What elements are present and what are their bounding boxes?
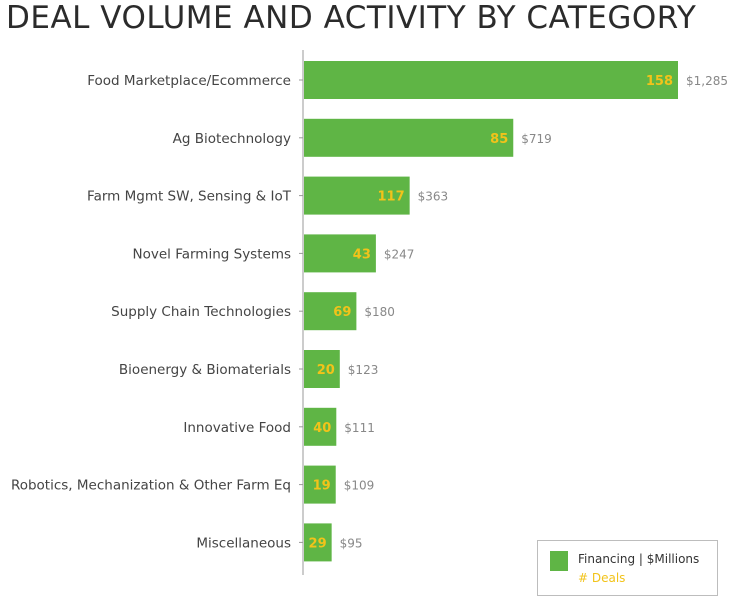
financing-bar [304, 407, 337, 446]
category-label: Supply Chain Technologies [111, 304, 291, 320]
financing-label: $109 [344, 479, 375, 493]
deals-label: 69 [333, 305, 351, 320]
deals-label: 117 [378, 190, 405, 205]
category-label: Food Marketplace/Ecommerce [87, 73, 291, 89]
deals-label: 29 [309, 536, 327, 551]
financing-bar [304, 350, 340, 388]
financing-bar [304, 176, 410, 215]
category-label: Innovative Food [183, 420, 291, 436]
category-label: Farm Mgmt SW, Sensing & IoT [87, 189, 292, 205]
deals-label: 19 [313, 479, 331, 494]
category-label: Novel Farming Systems [133, 246, 292, 262]
financing-label: $1,285 [686, 74, 728, 88]
financing-label: $247 [384, 247, 415, 261]
category-label: Robotics, Mechanization & Other Farm Eq [11, 478, 291, 494]
financing-bar [304, 523, 332, 562]
legend: Financing | $Millions # Deals [537, 540, 718, 596]
category-label: Miscellaneous [196, 535, 291, 551]
financing-label: $180 [364, 305, 395, 319]
legend-deals-label: # Deals [578, 571, 626, 585]
deals-label: 85 [490, 132, 508, 147]
category-label: Ag Biotechnology [173, 131, 291, 147]
deals-label: 40 [313, 421, 331, 436]
legend-financing-swatch [550, 551, 568, 571]
chart-title: DEAL VOLUME AND ACTIVITY BY CATEGORY [6, 0, 697, 36]
financing-bar [304, 118, 514, 157]
financing-label: $111 [344, 421, 375, 435]
financing-bar [304, 234, 376, 273]
financing-bar [304, 465, 336, 504]
deals-label: 158 [646, 74, 673, 89]
legend-financing-label: Financing | $Millions [578, 552, 700, 566]
financing-label: $95 [340, 536, 363, 550]
deals-label: 20 [317, 363, 335, 378]
financing-label: $719 [521, 132, 552, 146]
category-label: Bioenergy & Biomaterials [119, 362, 291, 378]
deals-label: 43 [353, 247, 371, 262]
financing-label: $123 [348, 363, 379, 377]
financing-label: $363 [418, 190, 449, 204]
financing-bar [304, 292, 357, 331]
financing-bar [304, 61, 678, 99]
